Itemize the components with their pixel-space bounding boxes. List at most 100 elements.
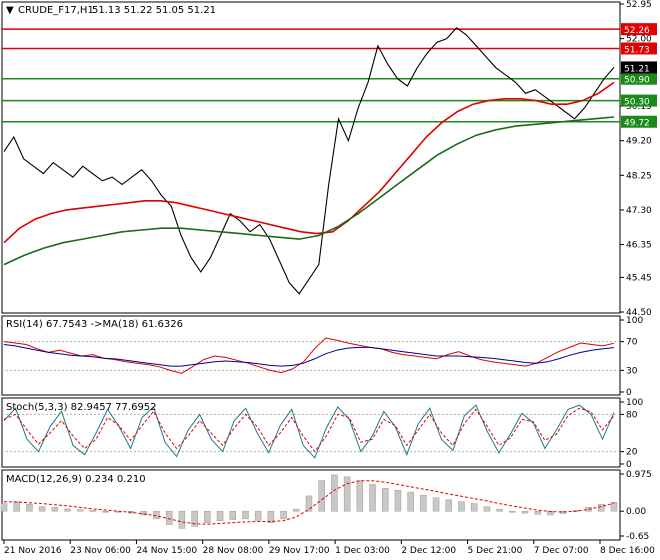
time-tick-label: 8 Dec 16:00 <box>600 546 655 556</box>
macd-tick-label: -0.65 <box>626 532 649 542</box>
price-tick-label: 50.15 <box>626 102 652 112</box>
macd-histogram-bar <box>191 510 198 527</box>
price-tick-label: 49.20 <box>626 137 652 147</box>
chart-symbol: CRUDE_F17,H1 <box>18 5 94 16</box>
macd-histogram-bar <box>102 510 109 513</box>
macd-histogram-bar <box>331 474 338 512</box>
price-tick-label: 44.50 <box>626 308 652 318</box>
macd-histogram-bar <box>165 510 173 525</box>
macd-histogram-bar <box>483 506 491 512</box>
chart-ohlc: 51.13 51.22 51.05 51.21 <box>92 5 216 16</box>
chart-title-arrow[interactable]: ▼ <box>6 5 14 16</box>
macd-histogram-bar <box>356 480 364 512</box>
stoch-main-line <box>3 404 615 459</box>
level-price-label: 50.90 <box>624 76 650 86</box>
time-tick-label: 21 Nov 2016 <box>4 546 62 556</box>
level-price-tag <box>621 94 657 107</box>
time-tick-label: 1 Dec 03:00 <box>335 546 390 556</box>
ma-green-line <box>3 116 615 266</box>
time-tick-label: 5 Dec 21:00 <box>468 546 523 556</box>
rsi-label: RSI(14) 67.7543 ->MA(18) 61.6326 <box>6 319 183 330</box>
price-tick-label: 52.95 <box>626 0 652 10</box>
macd-histogram-bar <box>77 509 84 512</box>
level-price-tag <box>621 42 657 55</box>
price-series-line <box>3 26 615 295</box>
stoch-signal-line <box>3 407 615 453</box>
ma-red-line <box>3 81 615 244</box>
macd-histogram-bar <box>242 510 249 520</box>
price-tick-label: 48.25 <box>626 171 652 181</box>
macd-histogram-bar <box>318 480 325 512</box>
macd-histogram-bar <box>369 484 376 512</box>
time-tick-label: 7 Dec 07:00 <box>534 546 589 556</box>
stoch-panel <box>1 397 621 468</box>
macd-histogram-bar <box>521 510 529 514</box>
price-tick-label: 47.30 <box>626 206 652 216</box>
stoch-tick-label: 80 <box>626 410 638 420</box>
level-price-label: 49.72 <box>624 119 650 129</box>
macd-histogram-bar <box>305 495 313 512</box>
macd-histogram-bar <box>38 506 46 512</box>
stoch-tick-label: 20 <box>626 448 638 458</box>
macd-histogram-bar <box>0 503 8 512</box>
macd-histogram-bar <box>458 501 465 512</box>
time-tick-label: 2 Dec 12:00 <box>401 546 456 556</box>
macd-histogram-bar <box>445 499 453 512</box>
macd-histogram-bar <box>432 497 440 512</box>
rsi-tick-label: 0 <box>626 388 632 398</box>
level-price-tag <box>621 115 657 128</box>
macd-histogram-bar <box>254 510 262 521</box>
rsi-ma-line <box>3 344 615 367</box>
macd-histogram-bar <box>598 504 605 512</box>
macd-histogram-bar <box>26 504 33 512</box>
macd-histogram-bar <box>280 510 287 520</box>
price-tick-label: 46.35 <box>626 241 652 251</box>
macd-histogram-bar <box>509 510 516 513</box>
macd-histogram-bar <box>610 502 618 512</box>
macd-histogram-bar <box>496 509 503 512</box>
macd-histogram-bar <box>343 476 351 512</box>
macd-histogram-bar <box>178 510 186 529</box>
macd-histogram-bar <box>470 503 478 512</box>
macd-histogram-bar <box>64 508 71 512</box>
macd-histogram-bar <box>394 489 402 512</box>
level-price-tag <box>621 72 657 85</box>
stoch-tick-label: 0 <box>626 460 632 470</box>
macd-histogram-bar <box>420 494 427 512</box>
current-price-tag <box>621 61 657 74</box>
macd-histogram-bar <box>293 509 300 512</box>
time-tick-label: 24 Nov 15:00 <box>136 546 197 556</box>
level-price-label: 51.73 <box>624 45 650 55</box>
rsi-tick-label: 70 <box>626 338 638 348</box>
level-price-label: 52.26 <box>624 26 650 36</box>
time-tick-label: 23 Nov 06:00 <box>70 546 131 556</box>
macd-signal-line <box>3 480 615 525</box>
macd-label: MACD(12,26,9) 0.234 0.210 <box>6 474 146 485</box>
rsi-tick-label: 30 <box>626 366 638 376</box>
level-price-tag <box>621 23 657 36</box>
macd-histogram-bar <box>229 510 236 520</box>
price-panel <box>1 1 621 314</box>
rsi-tick-label: 100 <box>626 316 643 326</box>
price-tick-label: 45.45 <box>626 273 652 283</box>
stoch-tick-label: 100 <box>626 398 643 408</box>
time-tick-label: 29 Nov 17:00 <box>269 546 330 556</box>
price-tick-label: 52.00 <box>626 35 652 45</box>
macd-histogram-bar <box>51 507 59 512</box>
macd-histogram-bar <box>267 510 275 523</box>
macd-tick-label: 0.975 <box>626 470 652 480</box>
macd-histogram-bar <box>13 501 20 512</box>
macd-histogram-bar <box>407 491 414 512</box>
stoch-label: Stoch(5,3,3) 82.9457 77.6952 <box>6 402 157 413</box>
level-price-label: 50.30 <box>624 98 650 108</box>
time-tick-label: 28 Nov 08:00 <box>203 546 264 556</box>
macd-histogram-bar <box>382 488 389 512</box>
macd-histogram-bar <box>216 510 224 521</box>
rsi-panel <box>1 315 621 396</box>
macd-histogram-bar <box>89 510 97 512</box>
macd-histogram-bar <box>534 510 541 515</box>
current-price-label: 51.21 <box>624 64 650 74</box>
macd-tick-label: 0.00 <box>626 507 646 517</box>
macd-histogram-bar <box>204 510 211 523</box>
